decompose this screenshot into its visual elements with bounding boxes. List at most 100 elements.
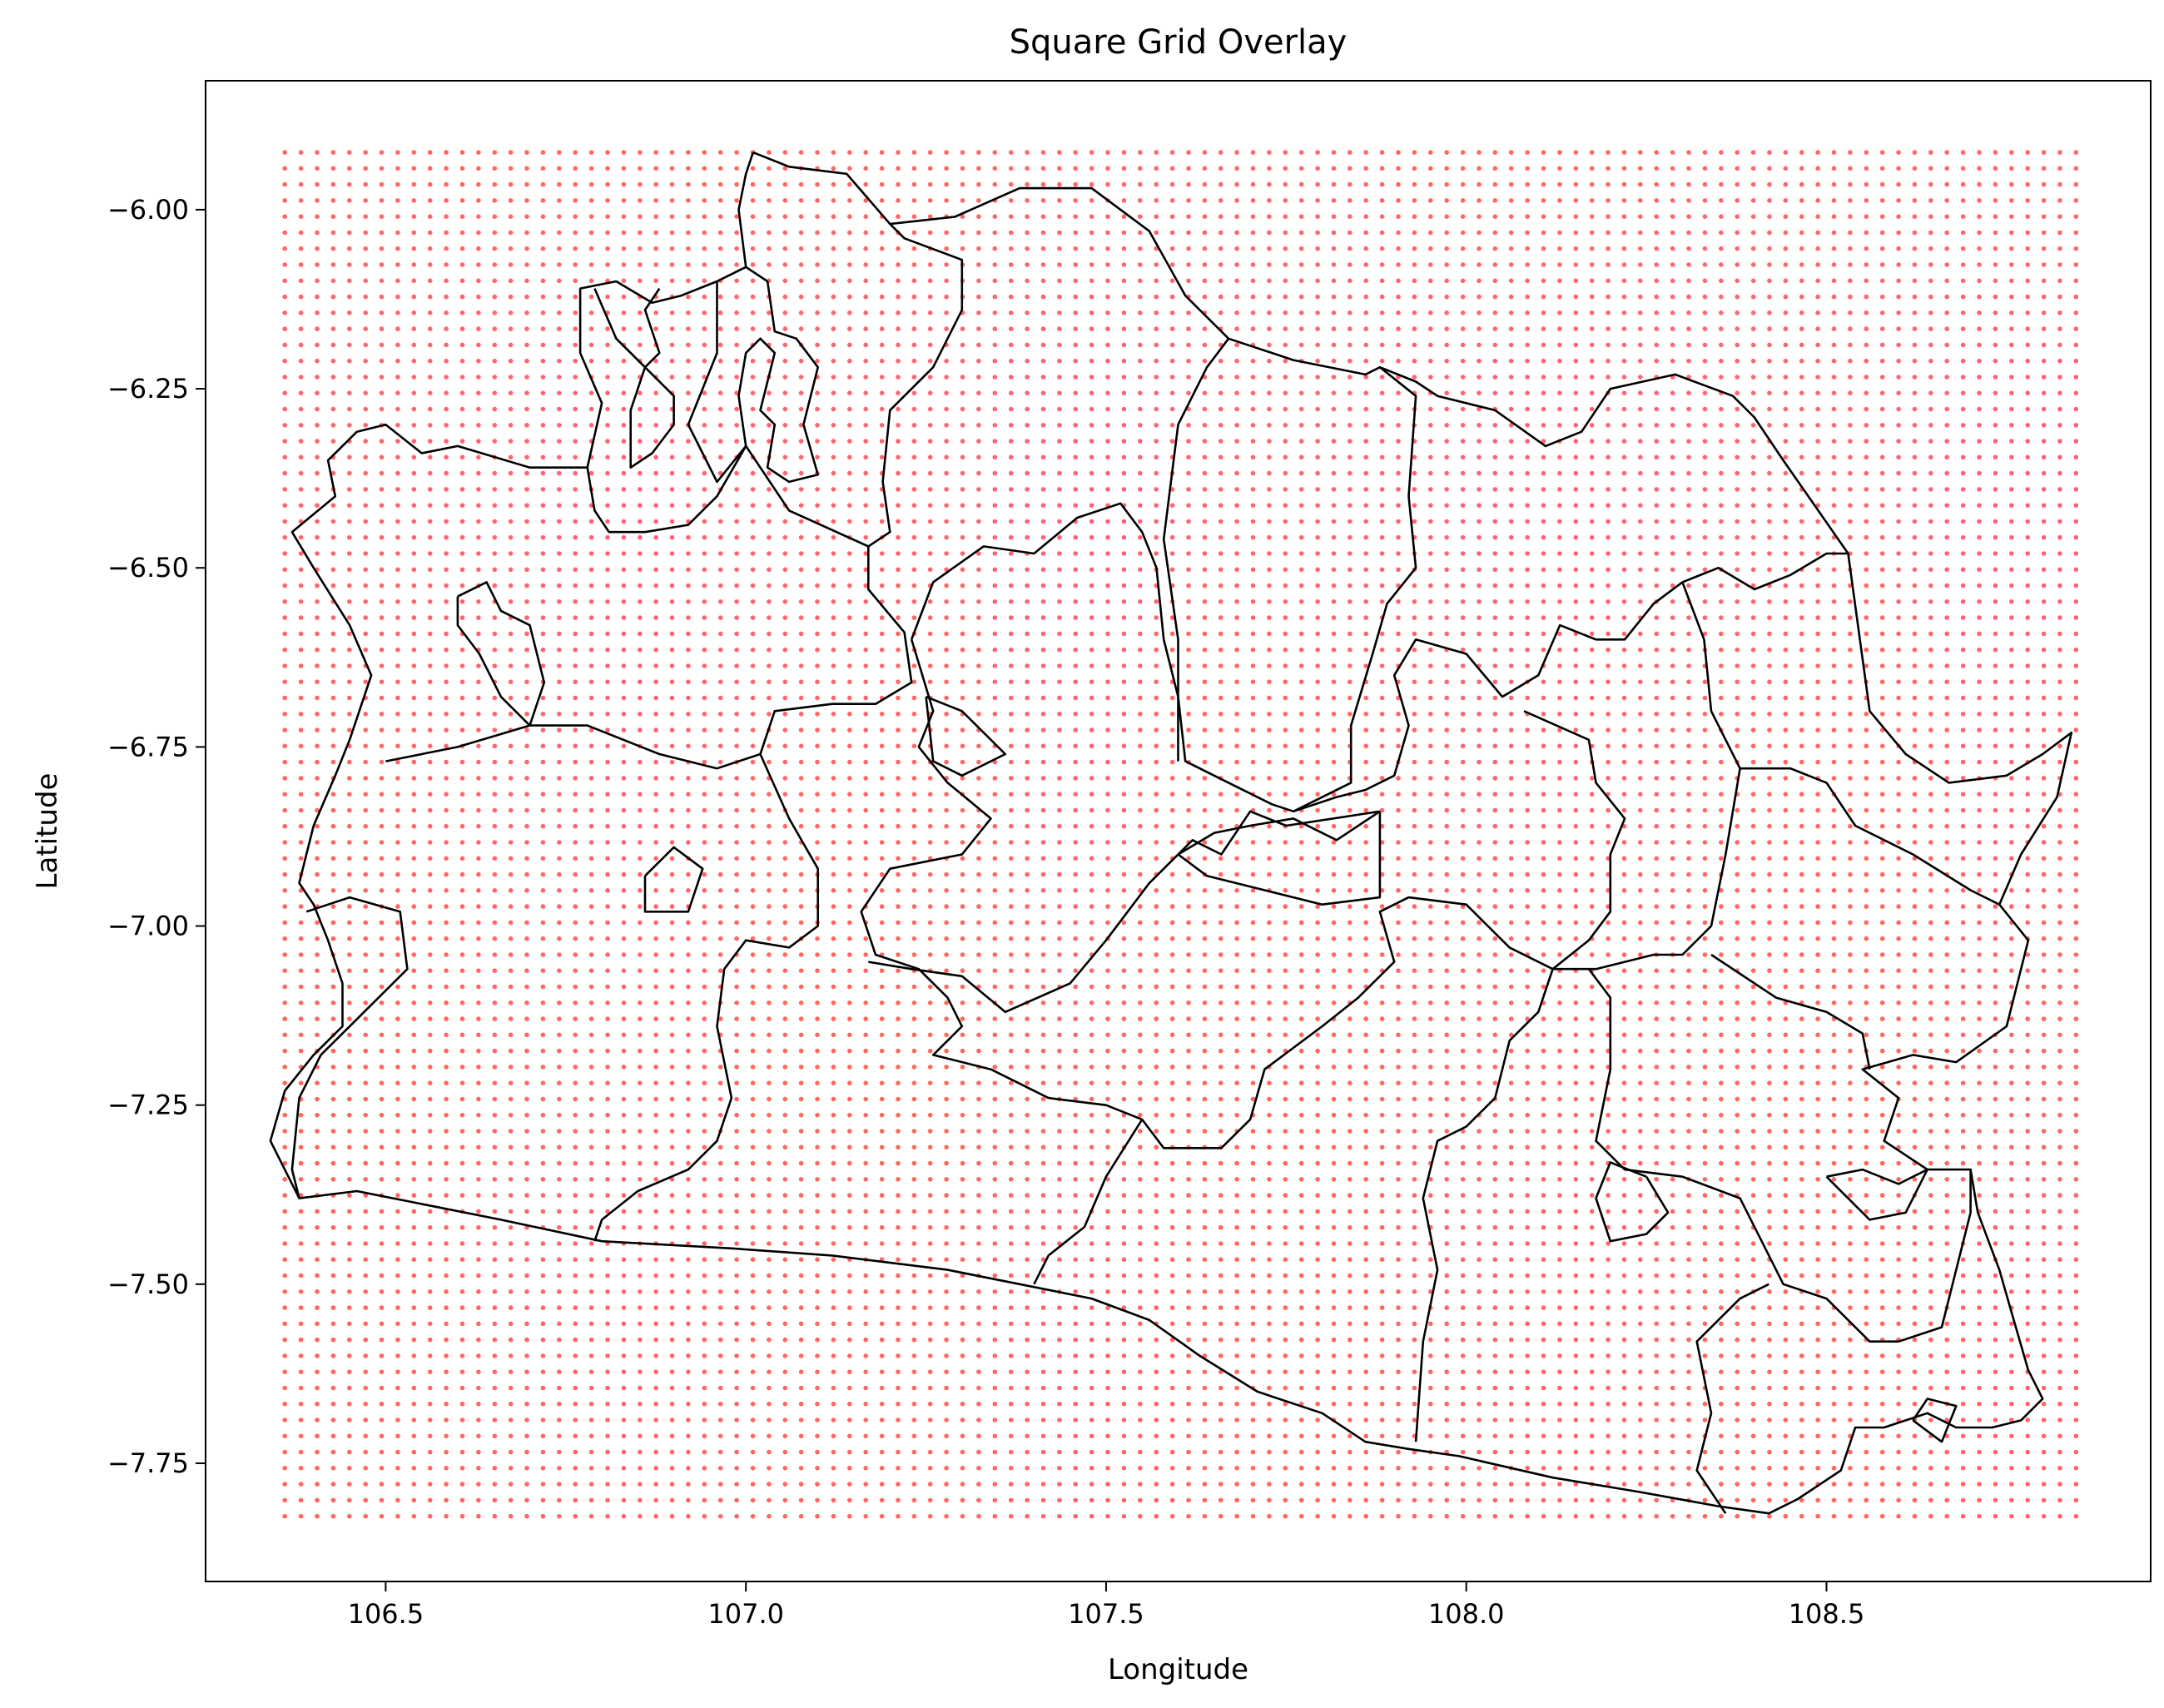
grid-point <box>669 358 675 364</box>
grid-point <box>573 1193 578 1198</box>
grid-point <box>476 1369 481 1374</box>
grid-point <box>863 1016 868 1021</box>
grid-point <box>1089 1305 1094 1310</box>
grid-point <box>1154 1337 1159 1343</box>
grid-point <box>330 631 336 637</box>
grid-point <box>411 1385 417 1391</box>
grid-point <box>347 1144 352 1150</box>
grid-point <box>347 487 352 492</box>
grid-point <box>1073 1032 1078 1038</box>
grid-point <box>782 1401 788 1407</box>
grid-point <box>1025 727 1030 732</box>
grid-point <box>588 1209 594 1214</box>
grid-point <box>330 1224 336 1230</box>
grid-point <box>427 823 433 829</box>
grid-point <box>702 647 707 653</box>
grid-point <box>1105 551 1110 556</box>
grid-point <box>444 1096 449 1102</box>
grid-point <box>669 679 675 684</box>
grid-point <box>815 615 820 620</box>
grid-point <box>1186 888 1191 893</box>
grid-point <box>1121 214 1127 220</box>
grid-point <box>944 583 949 588</box>
grid-point <box>395 534 400 540</box>
grid-point <box>459 262 465 267</box>
grid-point <box>540 454 546 460</box>
grid-point <box>1121 1177 1127 1182</box>
grid-point <box>508 390 514 396</box>
grid-point <box>976 358 981 364</box>
grid-point <box>1089 1112 1094 1118</box>
grid-point <box>1073 968 1078 973</box>
grid-point <box>282 181 288 187</box>
grid-point <box>638 1144 643 1150</box>
grid-point <box>863 294 868 300</box>
grid-point <box>282 776 288 781</box>
grid-point <box>476 1337 481 1343</box>
grid-point <box>588 920 594 926</box>
grid-point <box>508 856 514 861</box>
grid-point <box>315 326 320 331</box>
grid-point <box>411 390 417 396</box>
grid-point <box>1121 599 1127 604</box>
grid-point <box>879 679 885 684</box>
grid-point <box>476 551 481 556</box>
grid-point <box>976 487 981 492</box>
grid-point <box>444 198 449 203</box>
grid-point <box>524 214 529 220</box>
grid-point <box>444 278 449 284</box>
grid-point <box>347 1224 352 1230</box>
grid-point <box>557 631 562 637</box>
grid-point <box>1202 792 1208 797</box>
grid-point <box>717 1385 723 1391</box>
grid-point <box>524 1289 529 1294</box>
grid-point <box>508 1080 514 1085</box>
grid-point <box>960 647 965 653</box>
grid-point <box>573 150 578 155</box>
grid-point <box>621 310 627 315</box>
grid-point <box>492 406 498 412</box>
grid-point <box>347 920 352 926</box>
grid-point <box>750 984 756 990</box>
grid-point <box>347 1129 352 1134</box>
grid-point <box>686 470 691 476</box>
grid-point <box>395 423 400 428</box>
grid-point <box>960 1369 965 1374</box>
grid-point <box>540 470 546 476</box>
grid-point <box>1138 1209 1143 1214</box>
grid-point <box>879 342 885 348</box>
grid-point <box>1169 888 1175 893</box>
grid-point <box>330 1000 336 1005</box>
grid-point <box>717 647 723 653</box>
grid-point <box>1057 1321 1062 1327</box>
grid-point <box>976 583 981 588</box>
grid-point <box>960 1080 965 1085</box>
grid-point <box>782 439 788 444</box>
grid-point <box>960 1385 965 1391</box>
grid-point <box>1121 1305 1127 1310</box>
grid-point <box>588 952 594 957</box>
grid-point <box>831 1096 836 1102</box>
grid-point <box>653 166 658 171</box>
grid-point <box>459 792 465 797</box>
grid-point <box>669 342 675 348</box>
grid-point <box>798 246 804 251</box>
grid-point <box>927 166 933 171</box>
grid-point <box>459 1241 465 1246</box>
grid-point <box>363 727 369 732</box>
grid-point <box>767 150 772 155</box>
grid-point <box>782 198 788 203</box>
grid-point <box>815 792 820 797</box>
grid-point <box>669 1513 675 1519</box>
grid-point <box>395 984 400 990</box>
grid-point <box>653 936 658 941</box>
grid-point <box>863 1289 868 1294</box>
grid-point <box>686 823 691 829</box>
grid-point <box>847 1048 852 1054</box>
grid-point <box>669 1482 675 1487</box>
grid-point <box>1073 840 1078 845</box>
grid-point <box>492 776 498 781</box>
grid-point <box>798 551 804 556</box>
grid-point <box>347 1257 352 1262</box>
grid-point <box>588 615 594 620</box>
